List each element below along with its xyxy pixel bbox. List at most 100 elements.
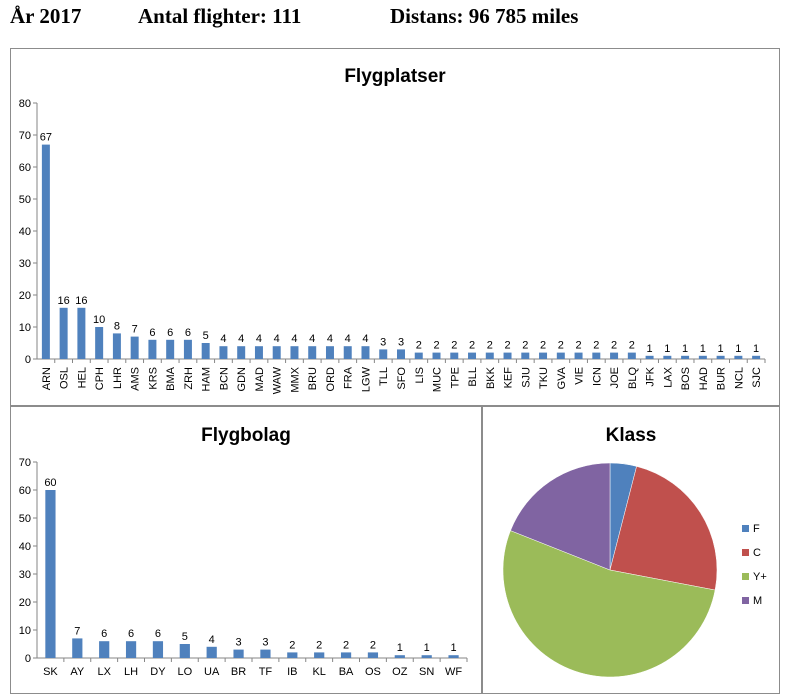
airlines-y-tick-label: 50 (19, 513, 31, 525)
airports-x-tick-label: ZRH (183, 367, 195, 390)
airports-bar-had (698, 355, 707, 359)
airports-bar-bos (681, 355, 690, 359)
airports-bar-bru (308, 346, 317, 359)
airports-data-label: 4 (327, 333, 333, 345)
airports-y-tick-label: 40 (19, 226, 31, 238)
airlines-bar-os (367, 652, 379, 658)
airports-bar-waw (272, 346, 281, 359)
class-legend-label: C (753, 547, 761, 559)
airports-data-label: 6 (167, 327, 173, 339)
airports-data-label: 2 (433, 340, 439, 352)
airports-data-label: 4 (345, 333, 351, 345)
airports-bar-sjc (752, 355, 761, 359)
airlines-x-tick-label: DY (150, 666, 166, 678)
airlines-x-tick-label: BA (339, 666, 354, 678)
airlines-x-tick-label: IB (287, 666, 297, 678)
airlines-y-tick-label: 10 (19, 625, 31, 637)
airports-bar-hel (77, 307, 86, 359)
airlines-y-tick-label: 60 (19, 485, 31, 497)
airports-bar-ncl (734, 355, 743, 359)
airports-x-tick-label: BLQ (627, 367, 639, 389)
airlines-bar-kl (314, 652, 325, 658)
airports-x-tick-label: KRS (147, 367, 159, 390)
airports-data-label: 1 (718, 343, 724, 355)
class-legend-swatch (742, 573, 749, 580)
airports-data-label: 2 (593, 340, 599, 352)
airports-bar-bma (166, 339, 175, 359)
airports-x-tick-label: AMS (130, 367, 142, 391)
airlines-data-label: 3 (262, 637, 268, 649)
airlines-x-tick-label: LH (124, 666, 138, 678)
airlines-x-tick-label: AY (70, 666, 85, 678)
airports-x-tick-label: VIE (574, 367, 586, 385)
airlines-x-tick-label: TF (259, 666, 273, 678)
class-slice-m (510, 462, 611, 571)
airports-data-label: 2 (540, 340, 546, 352)
airports-data-label: 6 (185, 327, 191, 339)
airports-bar-ham (201, 343, 210, 359)
summary-header: År 2017 Antal flighter: 111 Distans: 96 … (10, 4, 780, 34)
flights-count: Antal flighter: 111 (138, 4, 302, 28)
class-slice-y-plus (502, 530, 716, 678)
airports-bar-ams (130, 336, 139, 359)
airports-bar-bur (716, 355, 725, 359)
airlines-data-label: 7 (74, 625, 80, 637)
airlines-data-label: 60 (44, 477, 56, 489)
airports-bar-fra (343, 346, 352, 359)
airports-x-tick-label: BUR (716, 367, 728, 390)
airports-data-label: 4 (309, 333, 315, 345)
airlines-data-label: 6 (101, 628, 107, 640)
airports-y-tick-label: 50 (19, 194, 31, 206)
airports-x-tick-label: JOE (609, 367, 621, 388)
airlines-data-label: 4 (209, 634, 215, 646)
airports-y-tick-label: 10 (19, 322, 31, 334)
airports-bar-osl (59, 307, 68, 359)
airports-bar-arn (41, 144, 50, 359)
airports-x-tick-label: GVA (556, 366, 568, 389)
class-legend-swatch (742, 549, 749, 556)
airlines-bar-dy (152, 641, 164, 658)
airports-data-label: 2 (451, 340, 457, 352)
airports-x-tick-label: BCN (218, 367, 230, 390)
airports-data-label: 3 (380, 336, 386, 348)
airports-data-label: 2 (487, 340, 493, 352)
airlines-bar-tf (260, 649, 271, 658)
airlines-y-tick-label: 0 (25, 653, 31, 665)
airports-x-tick-label: BOS (680, 367, 692, 390)
airports-x-tick-label: LGW (360, 366, 372, 392)
airports-y-tick-label: 0 (25, 354, 31, 366)
airports-x-tick-label: GDN (236, 367, 248, 392)
airlines-chart-panel: Flygbolag 0 10 20 30 40 50 60 70 60 SK 7 AY 6 LX 6 LH 6 DY… (10, 406, 482, 694)
airports-bar-joe (610, 352, 619, 359)
airports-x-tick-label: WAW (272, 366, 284, 394)
airports-bar-zrh (183, 339, 192, 359)
airlines-data-label: 6 (128, 628, 134, 640)
airports-bar-bcn (219, 346, 228, 359)
airports-x-tick-label: BKK (485, 366, 497, 389)
airlines-x-tick-label: SK (43, 666, 58, 678)
airlines-x-tick-label: UA (204, 666, 220, 678)
airlines-y-tick-label: 70 (19, 457, 31, 469)
class-chart-title: Klass (606, 425, 657, 446)
airports-x-tick-label: KEF (503, 367, 515, 389)
airports-x-tick-label: LIS (414, 367, 426, 384)
airports-bar-kef (503, 352, 512, 359)
airports-data-label: 2 (504, 340, 510, 352)
airports-bar-lis (414, 352, 423, 359)
airlines-bar-ba (340, 652, 352, 658)
airports-data-label: 8 (114, 320, 120, 332)
airlines-data-label: 1 (451, 642, 457, 654)
airlines-bar-oz (394, 655, 405, 658)
airports-bar-mmx (290, 346, 299, 359)
airports-data-label: 2 (416, 340, 422, 352)
airports-x-tick-label: MUC (432, 367, 444, 392)
airports-data-label: 1 (682, 343, 688, 355)
airports-data-label: 4 (274, 333, 280, 345)
airports-x-tick-label: SJU (520, 367, 532, 388)
airports-data-label: 16 (58, 295, 70, 307)
airlines-bar-ay (72, 638, 83, 658)
airports-y-tick-label: 20 (19, 290, 31, 302)
airports-bar-lax (663, 355, 672, 359)
class-legend-label: Y+ (753, 571, 767, 583)
class-legend-swatch (742, 597, 749, 604)
